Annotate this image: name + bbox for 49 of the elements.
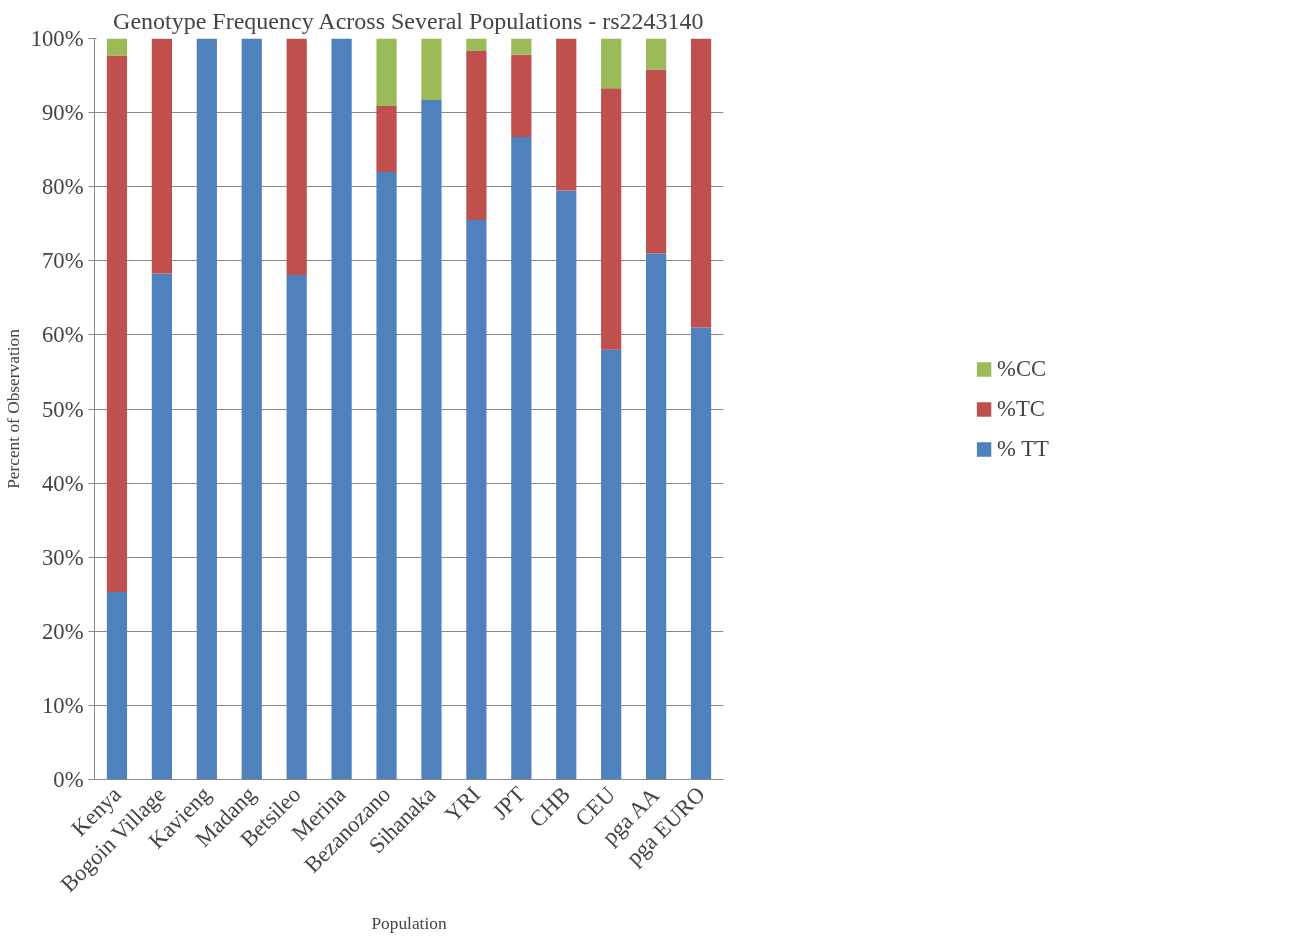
y-tick-label: 50% — [41, 396, 84, 422]
y-axis-title: Percent of Observation — [3, 328, 23, 489]
bar — [646, 253, 667, 780]
x-axis-title: Population — [371, 913, 447, 933]
y-tick-label: 80% — [41, 174, 84, 200]
legend-label: %TC — [997, 395, 1045, 422]
bar — [466, 51, 487, 221]
bar — [196, 38, 217, 780]
bar — [511, 137, 532, 780]
bar — [106, 38, 128, 56]
y-tick-label: 10% — [41, 692, 84, 718]
bar — [466, 38, 487, 52]
bar — [601, 88, 622, 350]
y-tick-label: 90% — [41, 100, 84, 126]
bar — [286, 38, 307, 275]
bar — [376, 171, 397, 780]
bar — [601, 349, 622, 780]
bar — [241, 38, 262, 780]
legend-label: % TT — [997, 435, 1049, 462]
y-tick-label: 30% — [41, 544, 84, 570]
bar — [690, 327, 712, 780]
bar — [511, 38, 532, 55]
bar — [106, 592, 128, 780]
bar — [601, 38, 622, 89]
y-tick-label: 60% — [41, 322, 84, 348]
bar — [421, 100, 442, 780]
bar — [646, 69, 667, 254]
legend-label: %CC — [997, 355, 1047, 382]
bar — [556, 38, 577, 191]
chart-title: Genotype Frequency Across Several Populations - rs2243140 — [113, 7, 704, 34]
y-tick-label: 20% — [41, 618, 84, 644]
y-tick-label: 40% — [41, 470, 84, 496]
bar — [286, 274, 307, 780]
bar — [646, 38, 667, 70]
bar — [376, 105, 397, 172]
bar — [556, 190, 577, 780]
bar — [376, 38, 397, 106]
bar — [106, 55, 128, 593]
x-tick-label: YRI — [439, 781, 486, 827]
bar — [466, 220, 487, 780]
y-tick-label: 100% — [30, 26, 84, 51]
bar — [421, 38, 442, 100]
y-tick-label: 0% — [53, 767, 84, 792]
bar — [511, 54, 532, 138]
bar — [690, 38, 712, 328]
bar — [151, 273, 172, 780]
y-tick-label: 70% — [41, 248, 84, 274]
bar — [331, 38, 352, 780]
bar — [151, 38, 172, 274]
